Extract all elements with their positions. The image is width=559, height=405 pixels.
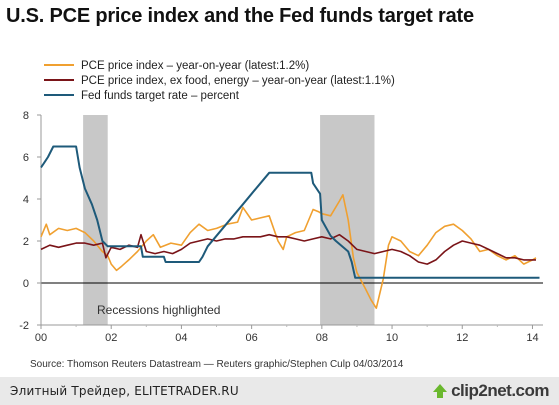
- y-tick-label: 8: [23, 110, 29, 122]
- x-ticks: 00 02 04 06 08 10 12 14: [35, 325, 539, 344]
- legend-label: PCE price index – year-on-year (latest:1…: [81, 60, 309, 72]
- legend: PCE price index – year-on-year (latest:1…: [44, 60, 395, 102]
- y-tick-label: 6: [23, 152, 29, 164]
- clip2net-logo-text: clip2net.com: [451, 381, 549, 400]
- y-tick-label: 2: [23, 236, 29, 248]
- recessions-annotation: Recessions highlighted: [97, 303, 220, 317]
- fed-funds-line: [40, 145, 540, 279]
- footer-bar: Элитный Трейдер, ELITETRADER.RU clip2net…: [0, 377, 559, 405]
- clip2net-logo[interactable]: clip2net.com: [432, 380, 549, 402]
- chart-title: U.S. PCE price index and the Fed funds t…: [6, 5, 474, 27]
- legend-item-fed-funds: Fed funds target rate – percent: [44, 90, 240, 102]
- y-tick-label: 4: [23, 194, 29, 206]
- footer-site-text: Элитный Трейдер, ELITETRADER.RU: [10, 384, 239, 398]
- up-arrow-icon: [433, 384, 448, 398]
- x-tick-label: 00: [35, 332, 47, 344]
- core-pce-line: [40, 233, 536, 265]
- recession-band-1: [83, 115, 108, 325]
- source-note: Source: Thomson Reuters Datastream — Reu…: [30, 359, 404, 370]
- x-tick-label: 04: [175, 332, 187, 344]
- legend-label: Fed funds target rate – percent: [81, 90, 240, 102]
- y-tick-label: -2: [19, 320, 29, 332]
- x-tick-label: 14: [526, 332, 538, 344]
- recession-band-2: [320, 115, 375, 325]
- x-tick-label: 10: [386, 332, 398, 344]
- x-tick-label: 06: [246, 332, 258, 344]
- x-tick-label: 02: [105, 332, 117, 344]
- legend-label: PCE price index, ex food, energy – year-…: [81, 75, 395, 87]
- legend-item-pce: PCE price index – year-on-year (latest:1…: [44, 60, 309, 72]
- recession-bands: [83, 115, 375, 325]
- series-lines: [40, 145, 540, 310]
- x-tick-label: 08: [316, 332, 328, 344]
- y-ticks: -2 0 2 4 6 8: [19, 110, 41, 332]
- legend-item-core-pce: PCE price index, ex food, energy – year-…: [44, 75, 395, 87]
- y-tick-label: 0: [23, 278, 29, 290]
- pce-line: [40, 194, 537, 310]
- x-tick-label: 12: [456, 332, 468, 344]
